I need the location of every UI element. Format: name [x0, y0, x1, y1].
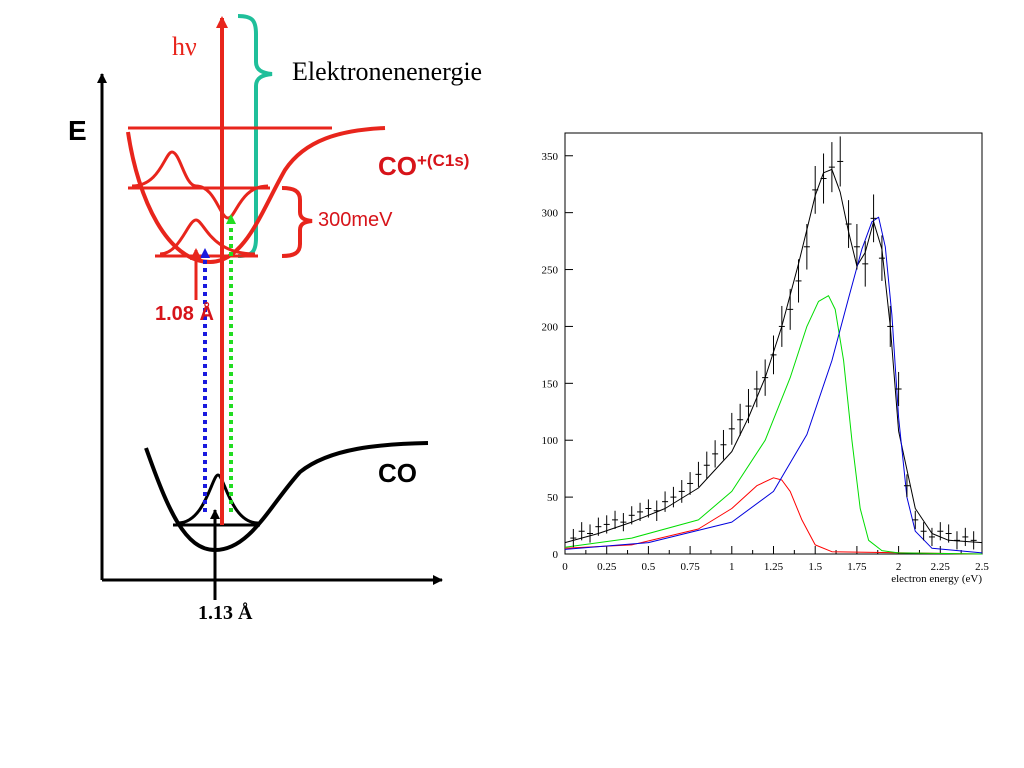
- x-tick-label: 0: [562, 561, 568, 573]
- x-tick-label: 0.5: [642, 561, 656, 573]
- potential-energy-diagram: E CO 1.13 Å hν Elektronenenergie CO+(C1s…: [68, 14, 482, 624]
- series-line-0: [564, 168, 983, 544]
- x-axis-title: electron energy (eV): [891, 573, 982, 585]
- series-line-3: [564, 216, 983, 554]
- ion-wavefunction-lower: [159, 218, 256, 256]
- x-tick-label: 0.25: [597, 561, 617, 573]
- x-tick-label: 1.25: [764, 561, 784, 573]
- photon-label: hν: [172, 32, 197, 61]
- x-tick-label: 0.75: [680, 561, 700, 573]
- ground-state-label: CO: [378, 458, 417, 488]
- ion-potential-curve: [126, 126, 386, 265]
- x-tick-label: 1.5: [808, 561, 822, 573]
- x-tick-label: 2.5: [975, 561, 989, 573]
- ion-state-superscript: +(C1s): [417, 151, 469, 170]
- x-tick-label: 1: [729, 561, 735, 573]
- plot-frame: [564, 132, 983, 555]
- electron-energy-brace: [237, 14, 273, 258]
- electron-energy-label: Elektronenenergie: [292, 57, 482, 86]
- x-tick-label: 2: [896, 561, 902, 573]
- energy-axis-label: E: [68, 115, 87, 146]
- x-tick-label: 1.75: [847, 561, 867, 573]
- ion-wavefunction-upper: [131, 150, 269, 220]
- ground-wavefunction: [177, 473, 259, 525]
- splitting-brace: [281, 186, 313, 258]
- ground-bond-length-label: 1.13 Å: [198, 601, 253, 624]
- ion-state-label: CO+(C1s): [378, 151, 469, 181]
- x-tick-label: 2.25: [931, 561, 951, 573]
- ground-state-potential-curve: [144, 441, 429, 553]
- series-line-1: [564, 477, 983, 555]
- splitting-label: 300meV: [318, 209, 393, 231]
- series-line-2: [564, 295, 983, 555]
- ion-bond-length-label: 1.08 Å: [155, 301, 214, 325]
